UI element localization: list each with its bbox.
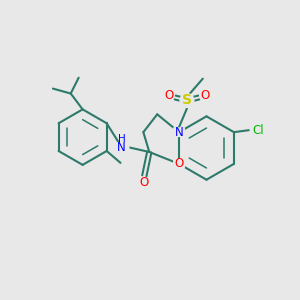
Text: O: O: [200, 89, 209, 102]
Circle shape: [140, 178, 149, 188]
Text: S: S: [182, 94, 192, 107]
FancyBboxPatch shape: [173, 159, 185, 169]
Text: O: O: [164, 89, 174, 102]
Text: N: N: [117, 140, 126, 154]
Text: O: O: [140, 176, 149, 189]
FancyBboxPatch shape: [173, 127, 185, 137]
Text: Cl: Cl: [252, 124, 263, 137]
Text: H: H: [118, 134, 125, 144]
FancyBboxPatch shape: [110, 142, 130, 152]
Circle shape: [180, 94, 194, 107]
Text: O: O: [174, 158, 184, 170]
Circle shape: [200, 91, 210, 100]
Text: N: N: [175, 126, 183, 139]
Circle shape: [164, 91, 174, 100]
